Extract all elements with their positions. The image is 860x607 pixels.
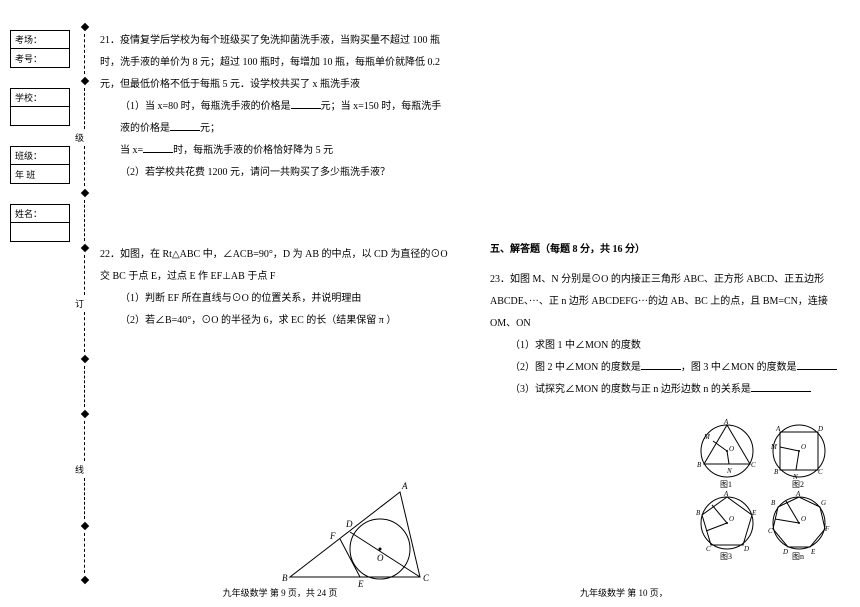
svg-text:O: O	[729, 515, 734, 523]
binding-char-2: 订	[82, 299, 86, 308]
svg-text:D: D	[345, 519, 353, 529]
svg-text:M: M	[770, 443, 778, 451]
svg-text:A: A	[795, 491, 801, 498]
left-footer: 九年级数学 第 9 页，共 24 页	[90, 586, 470, 599]
svg-text:图1: 图1	[720, 480, 732, 489]
svg-text:C: C	[423, 573, 430, 583]
q21-sub1a: （1）当 x=80 时，每瓶洗手液的价格是	[120, 101, 291, 112]
svg-text:F: F	[824, 525, 830, 533]
q23-sub2a: （2）图 2 中∠MON 的度数是	[510, 362, 641, 373]
blank	[170, 119, 200, 131]
q21-sub1d: 当 x=	[120, 145, 143, 156]
class-label: 班级：	[15, 149, 42, 162]
q23-sub3a: （3）试探究∠MON 的度数与正 n 边形边数 n 的关系是	[510, 384, 751, 395]
q21-intro: 疫情复学后学校为每个班级买了免洗抑菌洗手液，当购买量不超过 100 瓶时，洗手液…	[100, 35, 440, 90]
svg-text:O: O	[729, 445, 734, 453]
section-5-title: 五、解答题（每题 8 分，共 16 分）	[490, 240, 840, 255]
q21-sub1e: 时，每瓶洗手液的价格恰好降为 5 元	[173, 145, 333, 156]
svg-text:E: E	[751, 509, 757, 517]
q22-figure: A B C D E F O	[280, 477, 440, 587]
svg-text:C: C	[751, 461, 756, 469]
q23-num: 23．	[490, 274, 510, 285]
svg-text:B: B	[774, 468, 779, 476]
question-23: 23．如图 M、N 分别是⊙O 的内接正三角形 ABC、正方形 ABCD、正五边…	[490, 269, 840, 401]
binding-margin: 考场： 考号： 学校： 班级： 年 班 姓名：	[0, 0, 90, 607]
q22-intro: 如图，在 Rt△ABC 中，∠ACB=90°，D 为 AB 的中点，以 CD 为…	[100, 249, 448, 282]
svg-text:A: A	[401, 481, 408, 491]
svg-text:O: O	[801, 515, 806, 523]
svg-text:B: B	[697, 461, 702, 469]
svg-text:C: C	[818, 468, 823, 476]
svg-text:A: A	[723, 491, 729, 498]
svg-text:图3: 图3	[720, 552, 732, 561]
question-21: 21．疫情复学后学校为每个班级买了免洗抑菌洗手液，当购买量不超过 100 瓶时，…	[100, 30, 450, 184]
question-22: 22．如图，在 Rt△ABC 中，∠ACB=90°，D 为 AB 的中点，以 C…	[100, 244, 450, 332]
svg-text:D: D	[782, 548, 788, 556]
q21-sub1c: 元；	[200, 123, 220, 134]
svg-text:G: G	[821, 499, 826, 507]
name-box: 姓名：	[10, 204, 70, 242]
blank	[641, 358, 681, 370]
svg-text:B: B	[282, 573, 288, 583]
right-footer: 九年级数学 第 10 页，	[470, 586, 860, 599]
svg-text:A: A	[723, 419, 729, 426]
binding-char-1: 级	[82, 133, 86, 142]
blank	[751, 380, 811, 392]
school-box: 学校：	[10, 88, 70, 126]
blank	[291, 97, 321, 109]
svg-text:A: A	[775, 425, 781, 433]
svg-text:N: N	[726, 467, 732, 475]
blank	[797, 358, 837, 370]
class-value: 年 班	[15, 168, 35, 181]
q22-num: 22．	[100, 249, 120, 260]
q23-figures-row2: A B C D E O 图3 A B C	[490, 491, 830, 561]
svg-text:E: E	[810, 548, 816, 556]
figure-2: A D B C M N O 图2	[768, 419, 830, 489]
q22-sub1: （1）判断 EF 所在直线与⊙O 的位置关系，并说明理由	[120, 288, 450, 310]
svg-text:D: D	[817, 425, 823, 433]
blank	[143, 141, 173, 153]
left-page: 21．疫情复学后学校为每个班级买了免洗抑菌洗手液，当购买量不超过 100 瓶时，…	[90, 0, 470, 607]
figure-1: A B C M N O 图1	[696, 419, 758, 489]
school-label: 学校：	[15, 91, 42, 104]
svg-text:O: O	[801, 443, 806, 451]
name-label: 姓名：	[15, 207, 42, 220]
svg-text:O: O	[377, 553, 384, 563]
right-page: 五、解答题（每题 8 分，共 16 分） 23．如图 M、N 分别是⊙O 的内接…	[470, 0, 860, 607]
svg-text:D: D	[743, 545, 749, 553]
svg-text:C: C	[768, 527, 773, 535]
sewing-line: 级 订 线	[82, 0, 86, 607]
q23-figures-row1: A B C M N O 图1 A D B	[490, 419, 830, 489]
q22-sub2: （2）若∠B=40°，⊙O 的半径为 6，求 EC 的长（结果保留 π ）	[120, 310, 450, 332]
q21-sub2: （2）若学校共花费 1200 元，请问一共购买了多少瓶洗手液？	[120, 162, 450, 184]
svg-text:F: F	[329, 531, 336, 541]
figure-n: A B C D E F G O 图n	[768, 491, 830, 561]
svg-text:图2: 图2	[792, 480, 804, 489]
svg-text:C: C	[706, 545, 711, 553]
svg-text:图n: 图n	[792, 552, 804, 561]
figure-3: A B C D E O 图3	[696, 491, 758, 561]
svg-text:M: M	[703, 433, 711, 441]
q23-intro: 如图 M、N 分别是⊙O 的内接正三角形 ABC、正方形 ABCD、正五边形 A…	[490, 274, 828, 329]
q23-sub1: （1）求图 1 中∠MON 的度数	[510, 335, 840, 357]
svg-text:B: B	[771, 499, 776, 507]
exam-room-box: 考场： 考号：	[10, 30, 70, 68]
q23-sub2b: ，图 3 中∠MON 的度数是	[681, 362, 797, 373]
exam-id-label: 考号：	[15, 52, 42, 65]
binding-char-3: 线	[82, 465, 86, 474]
exam-room-label: 考场：	[15, 33, 42, 46]
svg-text:B: B	[696, 509, 701, 517]
q21-num: 21．	[100, 35, 120, 46]
class-box: 班级： 年 班	[10, 146, 70, 184]
